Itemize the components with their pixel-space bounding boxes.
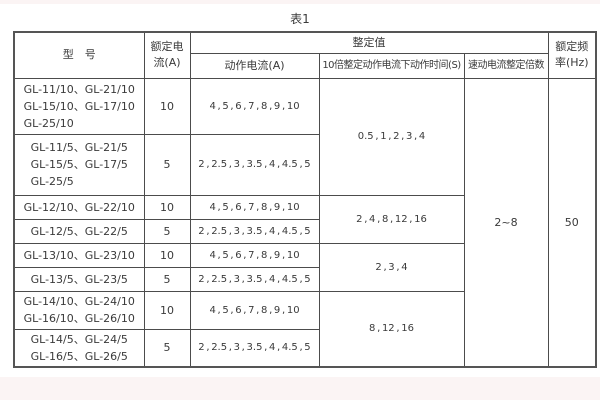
model-line: GL-13/10、GL-23/10 <box>23 248 135 262</box>
action-current-cell: 2 , 2.5 , 3 , 3.5 , 4 , 4.5 , 5 <box>189 133 320 196</box>
model-cell: GL-11/5、GL-21/5 GL-15/5、GL-17/5 GL-25/5 <box>13 133 145 196</box>
header-quick-multiple: 速动电流整定倍数 <box>463 52 549 79</box>
header-row-1: 型 号 额定电流(A) 整定值 额定频率(Hz) <box>13 31 597 79</box>
header-action-current: 动作电流(A) <box>189 52 320 79</box>
table-row: GL-14/10、GL-24/10 GL-16/10、GL-26/10 10 4… <box>13 290 596 367</box>
header-action-time: 10倍整定动作电流下动作时间(S) <box>318 52 465 79</box>
model-line: GL-25/10 <box>23 116 74 130</box>
model-line: GL-12/5、GL-22/5 <box>30 224 128 238</box>
table-row: GL-13/5、GL-23/5 5 2 , 2.5 , 3 , 3.5 , 4 … <box>13 266 596 292</box>
table-row: GL-11/10、GL-21/10 GL-15/10、GL-17/10 GL-2… <box>13 77 597 367</box>
action-current-cell: 4 , 5 , 6 , 7 , 8 , 9 , 10 <box>189 290 320 330</box>
rated-current-cell: 5 <box>143 133 191 196</box>
quick-multiple-cell: 2~8 <box>463 77 549 367</box>
rated-frequency-cell: 50 <box>547 77 597 367</box>
model-line: GL-11/5、GL-21/5 <box>30 141 128 154</box>
rated-current-cell: 5 <box>143 218 191 244</box>
rated-current-cell: 5 <box>143 328 191 367</box>
header-model: 型 号 <box>13 31 145 79</box>
model-line: GL-14/5、GL-24/5 <box>30 332 128 346</box>
action-time-cell: 8 , 12 , 16 <box>318 290 465 367</box>
rated-current-cell: 10 <box>143 194 191 220</box>
table-row: GL-14/5、GL-24/5 GL-16/5、GL-26/5 5 2 , 2.… <box>13 328 596 367</box>
table-row: GL-12/5、GL-22/5 5 2 , 2.5 , 3 , 3.5 , 4 … <box>13 218 596 244</box>
action-time-cell: 2 , 4 , 8 , 12 , 16 <box>318 194 465 244</box>
model-line: GL-16/5、GL-26/5 <box>30 349 128 363</box>
model-line: GL-16/10、GL-26/10 <box>23 312 135 325</box>
model-line: GL-14/10、GL-24/10 <box>23 295 135 308</box>
model-line: GL-25/5 <box>30 175 74 188</box>
rated-current-cell: 5 <box>143 266 191 292</box>
model-line: GL-13/5、GL-23/5 <box>30 272 128 286</box>
header-rated-frequency: 额定频率(Hz) <box>547 31 597 79</box>
table-caption: 表1 <box>290 12 310 26</box>
model-cell: GL-13/10、GL-23/10 <box>13 242 145 268</box>
table-row: GL-11/5、GL-21/5 GL-15/5、GL-17/5 GL-25/5 … <box>13 133 596 196</box>
header-rated-current: 额定电流(A) <box>143 31 191 79</box>
content-area: 表1 型 号 额定电流(A) 整定值 额定频率(Hz) 动作电流(A) 10倍整… <box>0 4 600 377</box>
model-line: GL-15/10、GL-17/10 <box>23 99 135 113</box>
spec-table: 型 号 额定电流(A) 整定值 额定频率(Hz) 动作电流(A) 10倍整定动作… <box>13 31 598 368</box>
action-time-cell: 2 , 3 , 4 <box>318 242 465 292</box>
action-current-cell: 4 , 5 , 6 , 7 , 8 , 9 , 10 <box>189 194 320 220</box>
model-cell: GL-13/5、GL-23/5 <box>13 266 145 292</box>
model-cell: GL-14/5、GL-24/5 GL-16/5、GL-26/5 <box>13 328 145 367</box>
header-setting-value: 整定值 <box>189 31 549 54</box>
action-time-cell: 0.5 , 1 , 2 , 3 , 4 <box>318 77 465 196</box>
rated-current-cell: 10 <box>143 242 191 268</box>
model-cell: GL-12/10、GL-22/10 <box>13 194 145 220</box>
action-current-cell: 2 , 2.5 , 3 , 3.5 , 4 , 4.5 , 5 <box>189 328 320 367</box>
header-row-2: 动作电流(A) 10倍整定动作电流下动作时间(S) 速动电流整定倍数 <box>14 52 596 79</box>
model-cell: GL-14/10、GL-24/10 GL-16/10、GL-26/10 <box>13 290 145 330</box>
action-current-cell: 2 , 2.5 , 3 , 3.5 , 4 , 4.5 , 5 <box>189 218 320 244</box>
model-line: GL-15/5、GL-17/5 <box>30 158 128 171</box>
action-current-cell: 4 , 5 , 6 , 7 , 8 , 9 , 10 <box>189 77 320 135</box>
action-current-cell: 4 , 5 , 6 , 7 , 8 , 9 , 10 <box>189 242 320 268</box>
action-current-cell: 2 , 2.5 , 3 , 3.5 , 4 , 4.5 , 5 <box>189 266 320 292</box>
model-line: GL-12/10、GL-22/10 <box>23 200 135 214</box>
model-cell: GL-11/10、GL-21/10 GL-15/10、GL-17/10 GL-2… <box>13 77 145 135</box>
model-cell: GL-12/5、GL-22/5 <box>13 218 145 244</box>
rated-current-cell: 10 <box>143 77 191 135</box>
model-line: GL-11/10、GL-21/10 <box>23 82 135 96</box>
rated-current-cell: 10 <box>143 290 191 330</box>
